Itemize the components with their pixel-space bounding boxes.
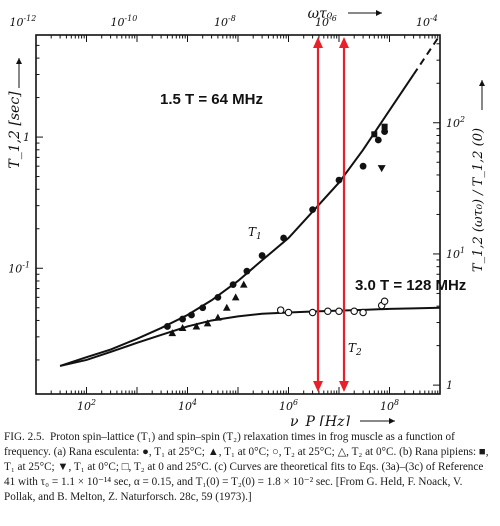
top-tick-label: 10-8: [214, 14, 236, 29]
point-open-circle: [276, 306, 285, 314]
annotations: 1.5 T = 64 MHz 3.0 T = 128 MHz: [160, 37, 466, 392]
point-filled-circle: [229, 281, 237, 289]
top-tick-label: 10-6: [315, 14, 337, 29]
point-filled-circle: [199, 304, 207, 312]
caption-text: Proton spin–lattice (T₁) and spin–spin (…: [4, 431, 489, 504]
point-open-circle: [359, 308, 367, 317]
right-tick-label: 102: [446, 115, 465, 130]
point-filled-triangle: [231, 293, 240, 301]
point-filled-triangle: [203, 319, 212, 327]
data-points: [164, 123, 389, 337]
curve-T1: [59, 73, 415, 367]
right-tick-label: 1: [446, 379, 453, 392]
point-filled-circle: [164, 323, 171, 330]
frequency-arrow-top-1: [313, 37, 323, 48]
top-axis-label: ωτ₀: [308, 6, 333, 22]
right-axis-arrowhead: [479, 80, 485, 86]
annotation-1-5T: 1.5 T = 64 MHz: [160, 91, 263, 108]
point-open-circle: [380, 297, 389, 306]
point-open-circle: [284, 308, 293, 317]
point-filled-triangle: [192, 322, 201, 330]
curve-label-T1: T1: [248, 225, 262, 242]
x-tick-label: 102: [77, 398, 96, 413]
x-axis-arrowhead: [389, 418, 395, 424]
point-filled-square: [381, 123, 388, 130]
curve-T1-extrapolated: [412, 34, 441, 76]
y-axis-arrowhead: [16, 58, 22, 64]
top-axis-arrowhead: [376, 10, 382, 16]
x-tick-label: 106: [279, 398, 298, 413]
annotation-3-0T: 3.0 T = 128 MHz: [355, 277, 466, 294]
x-tick-label: 108: [380, 398, 399, 413]
curves: T1 T2: [59, 34, 441, 367]
frequency-arrow-bottom-2: [339, 381, 349, 392]
y-tick-label: 10-1: [8, 260, 30, 275]
right-axis-label: T_1,2 (ωτ₀) / T_1,2 (0): [471, 128, 486, 272]
point-open-circle: [335, 307, 343, 316]
point-filled-circle: [359, 162, 367, 170]
x-axis-label: ν_P [Hz]: [290, 414, 350, 426]
top-tick-label: 10-10: [111, 14, 138, 29]
point-filled-triangle: [168, 329, 177, 337]
frequency-arrow-top-2: [339, 37, 349, 48]
point-filled-circle: [280, 234, 288, 242]
point-filled-square: [371, 131, 378, 138]
figure-caption: FIG. 2.5. Proton spin–lattice (T₁) and s…: [4, 430, 496, 505]
point-filled-circle: [381, 128, 389, 136]
curve-label-T2: T2: [348, 341, 362, 358]
y-axis-label: T_1,2 [sec]: [7, 91, 23, 169]
top-tick-label: 10-4: [416, 14, 438, 29]
frequency-arrow-bottom-1: [313, 381, 323, 392]
point-filled-circle: [258, 252, 266, 259]
point-open-circle: [350, 307, 358, 316]
caption-fig-label: FIG. 2.5.: [4, 431, 45, 443]
plot-frame: [35, 34, 441, 395]
point-filled-circle: [374, 136, 382, 144]
top-tick-label: 10-12: [10, 14, 37, 29]
point-filled-circle: [214, 293, 222, 301]
point-filled-triangle: [178, 324, 187, 332]
point-filled-triangle: [222, 303, 231, 311]
point-open-circle: [308, 308, 317, 317]
plot-border: [35, 34, 441, 395]
point-filled-circle: [309, 206, 316, 213]
point-open-circle: [324, 307, 332, 316]
right-tick-label: 101: [446, 246, 465, 261]
point-filled-triangle: [214, 313, 222, 321]
x-tick-label: 104: [178, 398, 197, 413]
point-filled-circle: [179, 315, 187, 323]
point-filled-circle: [188, 311, 195, 319]
curve-T2: [59, 306, 441, 367]
point-inverted-triangle: [377, 165, 386, 173]
y-tick-label: 1: [23, 131, 30, 144]
point-filled-circle: [335, 176, 343, 184]
point-filled-triangle: [239, 280, 248, 288]
point-filled-circle: [243, 267, 251, 275]
